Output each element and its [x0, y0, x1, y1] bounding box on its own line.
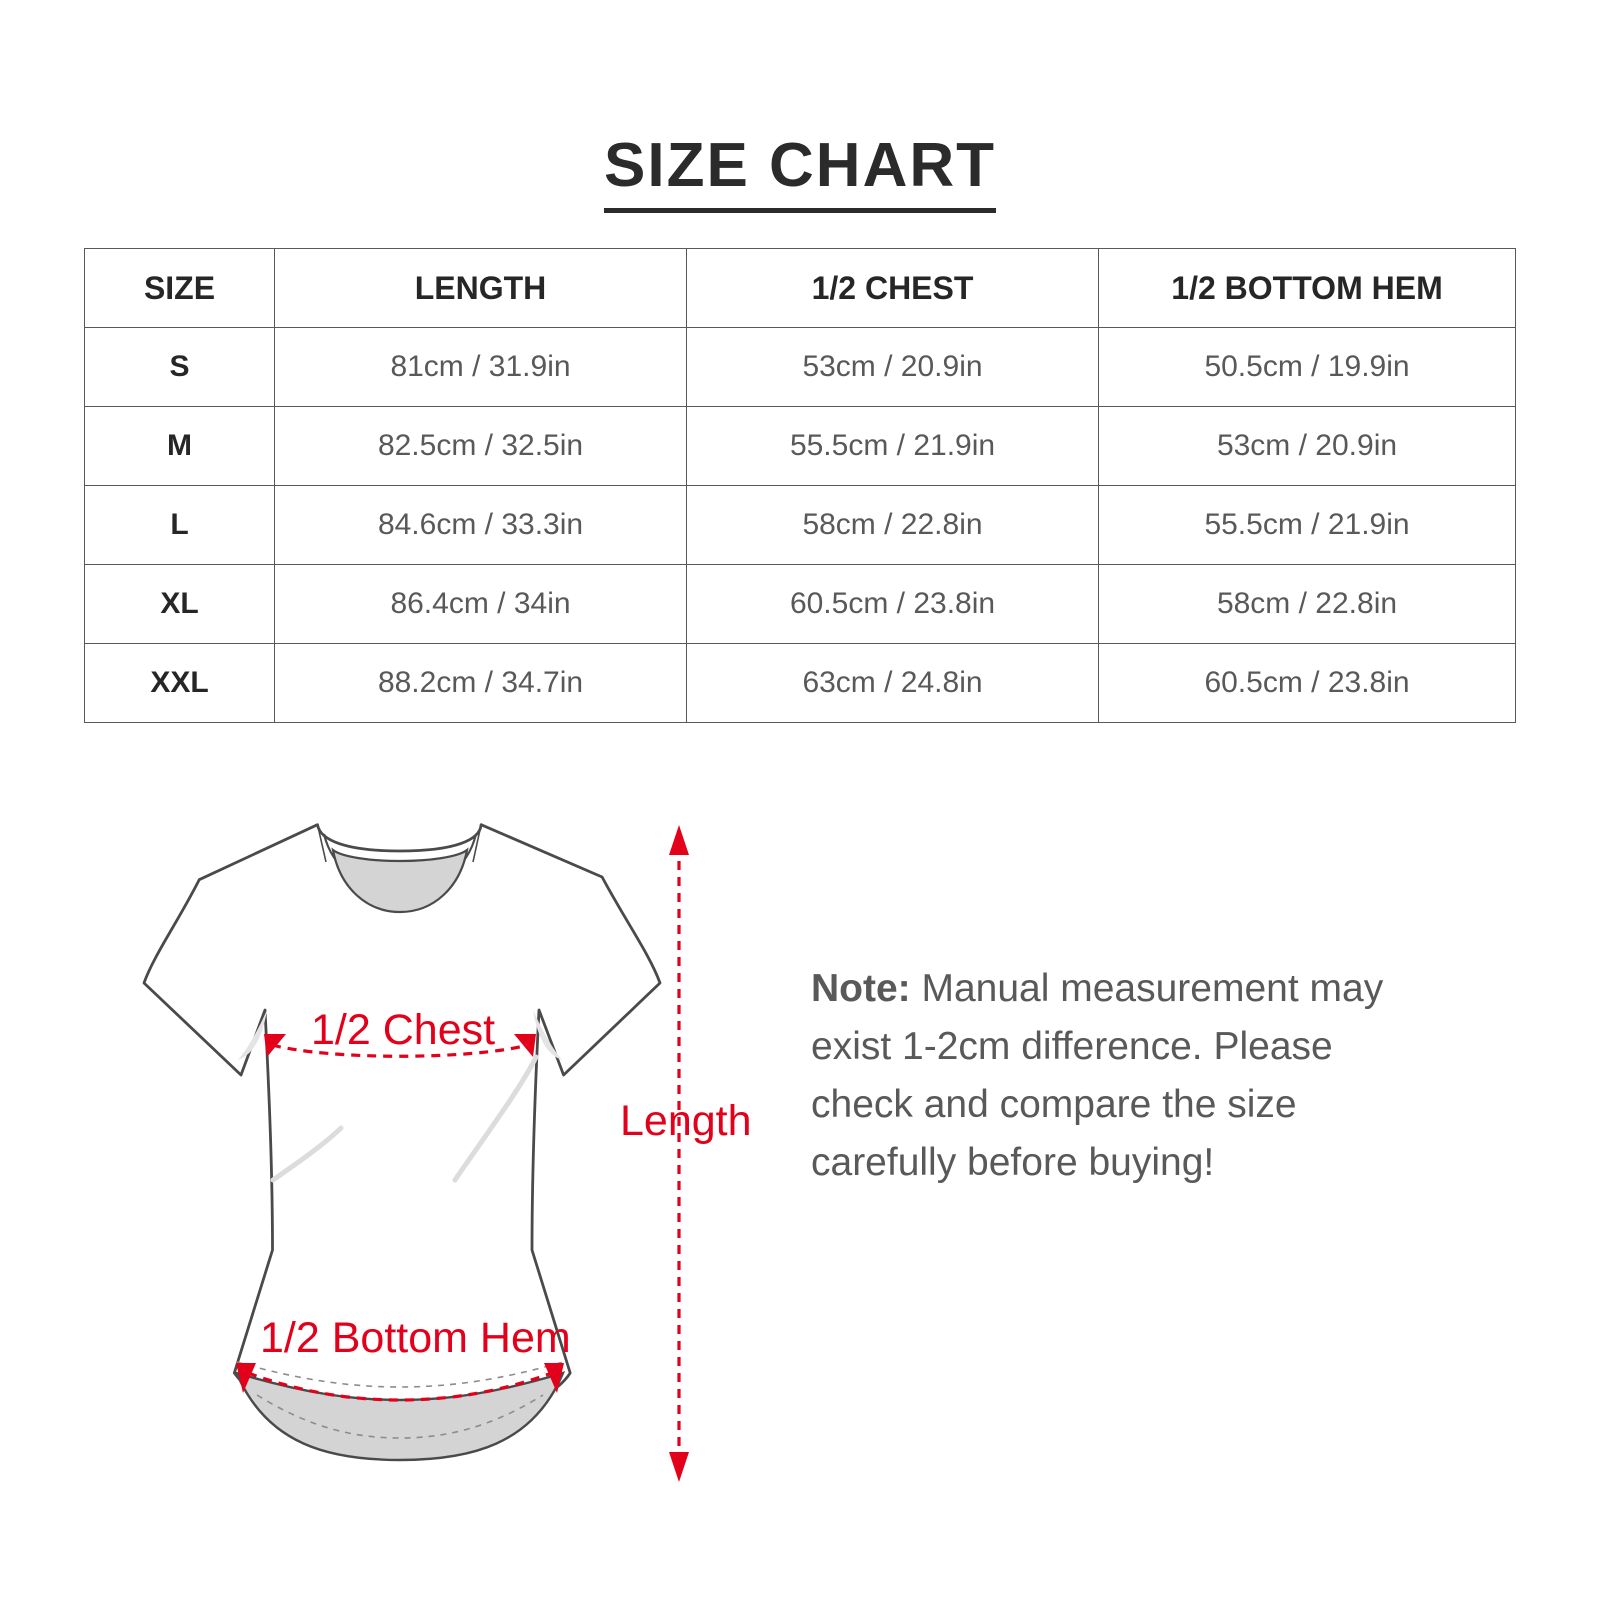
- svg-text:Length: Length: [620, 1097, 752, 1145]
- svg-text:1/2 Bottom Hem: 1/2 Bottom Hem: [260, 1314, 571, 1362]
- svg-text:1/2 Chest: 1/2 Chest: [311, 1006, 495, 1054]
